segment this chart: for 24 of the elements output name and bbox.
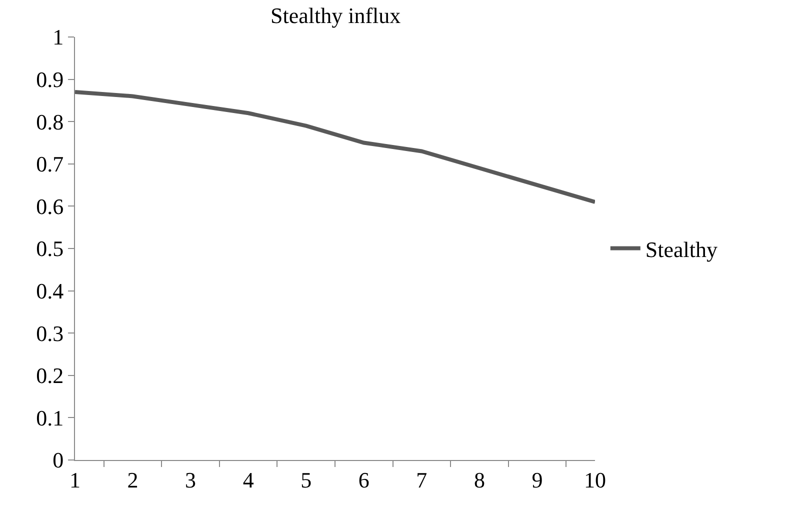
x-tick-label: 9 xyxy=(532,467,543,492)
line-series xyxy=(75,90,595,204)
x-tick-label: 3 xyxy=(185,467,196,492)
y-tick-label: 0.8 xyxy=(36,109,64,134)
y-tick-label: 0.7 xyxy=(36,152,64,177)
x-tick-label: 10 xyxy=(584,467,606,492)
y-tick-label: 0.5 xyxy=(36,236,64,262)
y-tick-label: 0.2 xyxy=(36,363,64,388)
x-tick-label: 1 xyxy=(70,467,80,492)
y-tick-label: 1 xyxy=(52,24,64,50)
legend-label: Stealthy xyxy=(645,236,718,262)
x-tick-label: 7 xyxy=(416,467,428,492)
y-tick-label: 0.9 xyxy=(36,67,64,92)
y-tick-label: 0.4 xyxy=(36,278,64,304)
y-tick-label: 0.1 xyxy=(36,405,64,430)
x-tick-label: 8 xyxy=(474,467,485,492)
y-tick-label: 0.3 xyxy=(36,320,64,346)
y-tick-label: 0 xyxy=(52,448,64,473)
y-tick-label: 0.6 xyxy=(36,194,64,219)
x-tick-label: 2 xyxy=(127,467,138,492)
x-tick-label: 5 xyxy=(300,467,312,492)
x-tick-label: 4 xyxy=(242,467,254,492)
chart-title: Stealthy influx xyxy=(270,3,401,28)
x-tick-label: 6 xyxy=(358,467,370,492)
